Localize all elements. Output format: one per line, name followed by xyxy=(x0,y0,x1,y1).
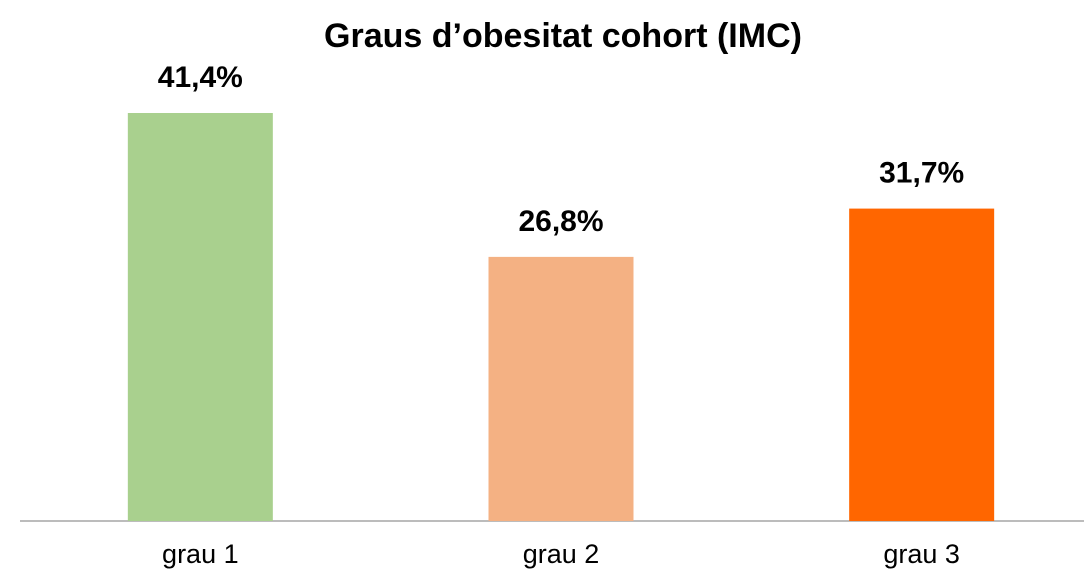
data-label: 31,7% xyxy=(879,157,964,190)
data-label: 41,4% xyxy=(158,61,243,94)
bar xyxy=(127,113,273,521)
data-label: 26,8% xyxy=(518,205,603,238)
x-tick-label: grau 1 xyxy=(162,539,239,569)
bar xyxy=(849,208,995,521)
x-tick-label: grau 2 xyxy=(523,539,600,569)
chart-title: Graus d’obesitat cohort (IMC) xyxy=(324,17,802,55)
bar xyxy=(488,256,634,521)
x-tick-label: grau 3 xyxy=(883,539,960,569)
